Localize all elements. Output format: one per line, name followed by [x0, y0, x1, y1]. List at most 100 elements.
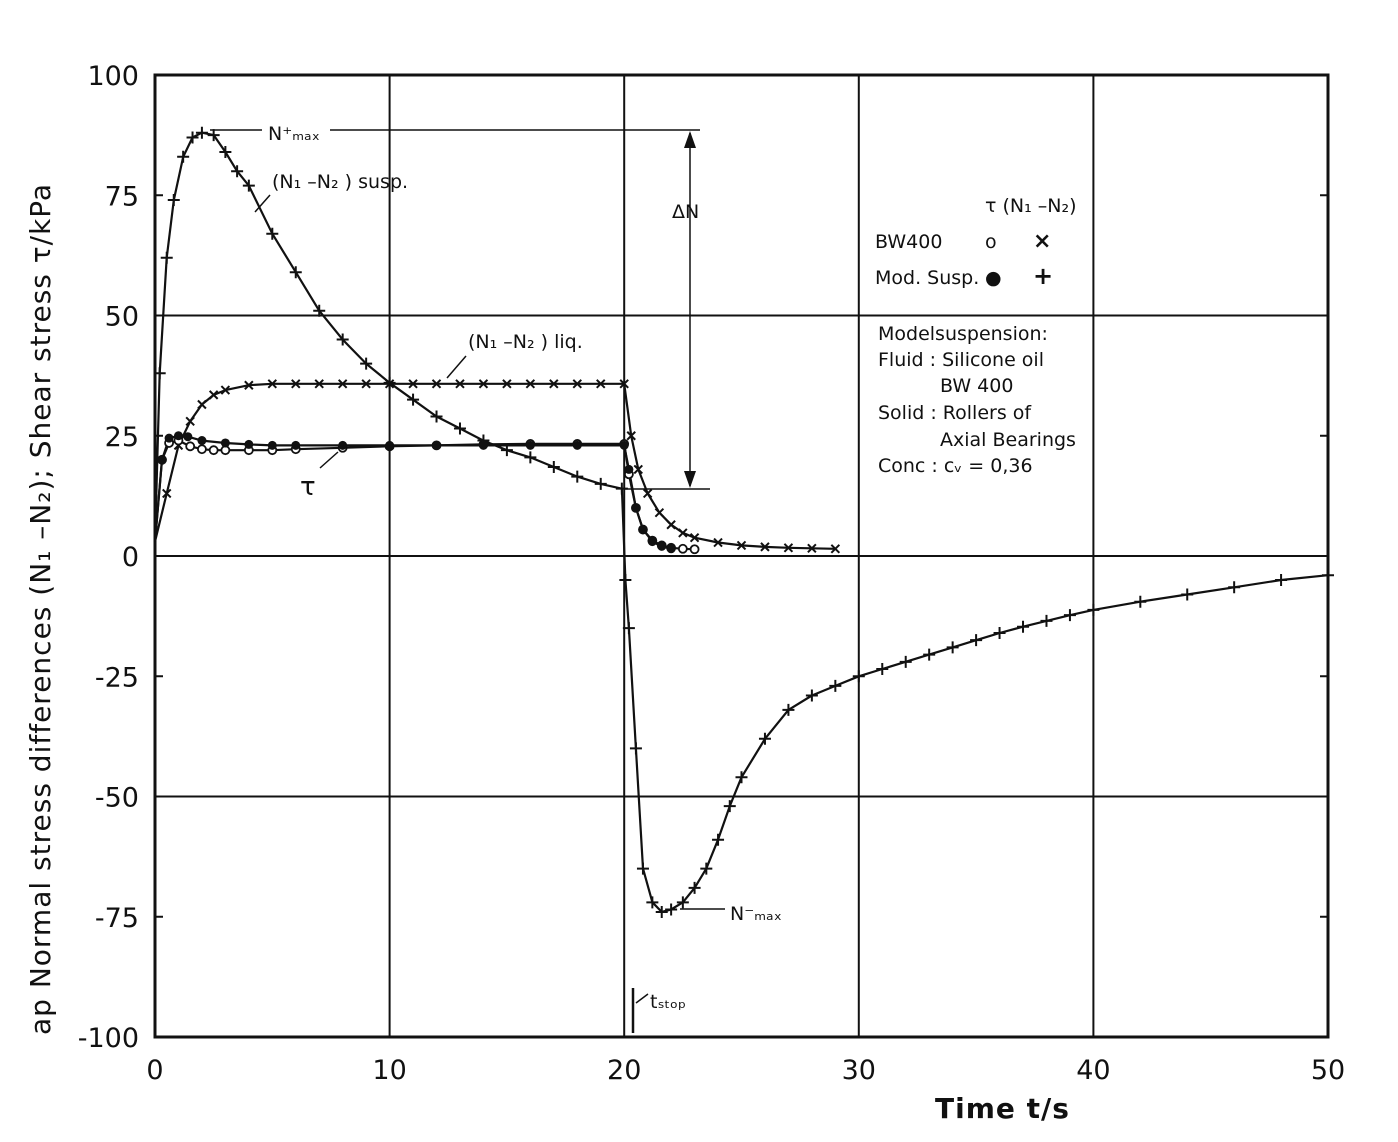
series-1-point-10	[314, 379, 324, 389]
series-0-point-51	[1017, 620, 1030, 633]
series-3-point-19	[638, 525, 648, 535]
series-0-point-32	[655, 905, 668, 918]
tstop-label: tₛₜₒₚ	[650, 991, 686, 1013]
series-3-point-1	[157, 455, 167, 465]
series-line-2	[153, 439, 695, 551]
series-0-point-4	[177, 150, 190, 163]
series-3-point-6	[220, 438, 230, 448]
series-0-point-17	[407, 393, 420, 406]
note-line-2: Fluid : Silicone oil	[878, 349, 1044, 371]
legend-row-bw400-n-marker: ×	[1033, 229, 1051, 254]
series-1-point-11	[337, 379, 348, 389]
nmax-minus-label: N⁻ₘₐₓ	[730, 903, 782, 925]
series-0-point-23	[547, 461, 560, 474]
x-tick-label-50: 50	[1311, 1055, 1345, 1086]
tau-label: τ	[300, 472, 316, 502]
delta-n-arrow-bottom	[684, 471, 696, 488]
x-tick-label-10: 10	[372, 1055, 406, 1086]
series-0-point-36	[700, 862, 713, 875]
series-1-point-19	[525, 379, 536, 389]
series-3-point-10	[338, 440, 348, 450]
delta-n-label: ΔN	[672, 201, 699, 223]
series-line-3	[153, 434, 672, 550]
series-0-point-10	[242, 179, 255, 192]
legend-header: τ (N₁ –N₂)	[985, 195, 1077, 217]
liq-leader	[446, 355, 467, 379]
y-tick-label-0: 0	[122, 542, 139, 573]
tstop-leader	[635, 993, 649, 1004]
y-tick-label-25: 25	[105, 422, 139, 453]
series-0-point-15	[360, 357, 373, 370]
series-1-point-31	[713, 537, 723, 548]
series-0-point-34	[676, 896, 689, 909]
x-tick-label-20: 20	[607, 1055, 641, 1086]
series-0-point-35	[688, 881, 701, 894]
series-1-point-35	[807, 543, 817, 554]
series-3-point-20	[647, 537, 657, 547]
susp-leader	[254, 194, 271, 213]
series-1-point-36	[830, 544, 841, 554]
series-0-point-50	[993, 626, 1006, 639]
series-0-point-1	[153, 367, 166, 380]
series-1-point-20	[549, 379, 559, 389]
series-0-point-28	[622, 622, 635, 635]
y-tick-label-50: 50	[105, 302, 139, 333]
y-tick-label--75: -75	[95, 903, 139, 934]
series-1-point-15	[431, 379, 442, 389]
series-0-point-39	[735, 771, 748, 784]
series-3-point-8	[267, 440, 277, 450]
series-0-point-22	[524, 451, 537, 464]
series-0-point-5	[186, 131, 199, 144]
series-1-point-17	[478, 379, 489, 389]
series-0-point-59	[1322, 569, 1334, 582]
x-axis-title: Time t/s	[935, 1092, 1070, 1125]
series-3-point-12	[432, 440, 442, 450]
y-ticks: -100 -75 -50 -25 0 25 50 75 100	[78, 61, 1328, 1054]
series-0-point-2	[160, 251, 173, 264]
series-0-point-9	[231, 165, 244, 178]
series-1-point-25	[633, 464, 643, 475]
series-0-point-33	[665, 903, 678, 916]
series-0-point-46	[899, 655, 912, 668]
series-3-point-4	[183, 432, 193, 442]
series-1-point-12	[361, 379, 371, 389]
series-0-point-12	[289, 266, 302, 279]
series-0-point-7	[207, 129, 220, 142]
series-1-point-21	[572, 379, 582, 389]
legend-row-modsusp-n-marker: +	[1033, 262, 1053, 290]
annotation-lines	[210, 129, 725, 1033]
series-0-point-29	[629, 742, 642, 755]
legend-row-bw400-label: BW400	[875, 231, 942, 253]
series-0-point-24	[571, 470, 584, 483]
series-line-1	[153, 382, 836, 550]
series-0-point-31	[646, 896, 659, 909]
series-3-point-7	[244, 439, 254, 449]
series-0-point-11	[266, 227, 279, 240]
series-1-point-26	[642, 488, 653, 499]
legend-row-modsusp-label: Mod. Susp.	[875, 267, 979, 289]
series-1-point-9	[291, 379, 301, 389]
series-3-point-9	[291, 440, 301, 450]
series-3-point-11	[385, 440, 395, 450]
y-axis-title: ap Normal stress differences (N₁ –N₂); S…	[24, 183, 57, 1035]
series-3-point-3	[173, 431, 183, 441]
note-line-4: Solid : Rollers of	[878, 402, 1032, 424]
series-0-point-49	[970, 634, 983, 647]
series-1-point-14	[408, 379, 418, 389]
series-3-point-18	[631, 503, 641, 513]
series-0-point-21	[500, 444, 513, 457]
y-tick-label--50: -50	[95, 783, 139, 814]
series-line-0	[153, 131, 1329, 913]
tau-leader	[319, 451, 339, 469]
series-3-point-14	[525, 440, 535, 450]
series-1-point-22	[596, 379, 606, 389]
series-0-point-58	[1275, 574, 1288, 587]
note-line-3: BW 400	[940, 375, 1013, 397]
grid	[155, 75, 1328, 1037]
series-1-point-8	[267, 379, 278, 389]
legend-row-modsusp-tau-marker: ●	[985, 267, 1002, 289]
series-1-point-1	[162, 488, 172, 499]
series-1-point-30	[689, 533, 700, 543]
series-3-point-17	[624, 464, 634, 474]
